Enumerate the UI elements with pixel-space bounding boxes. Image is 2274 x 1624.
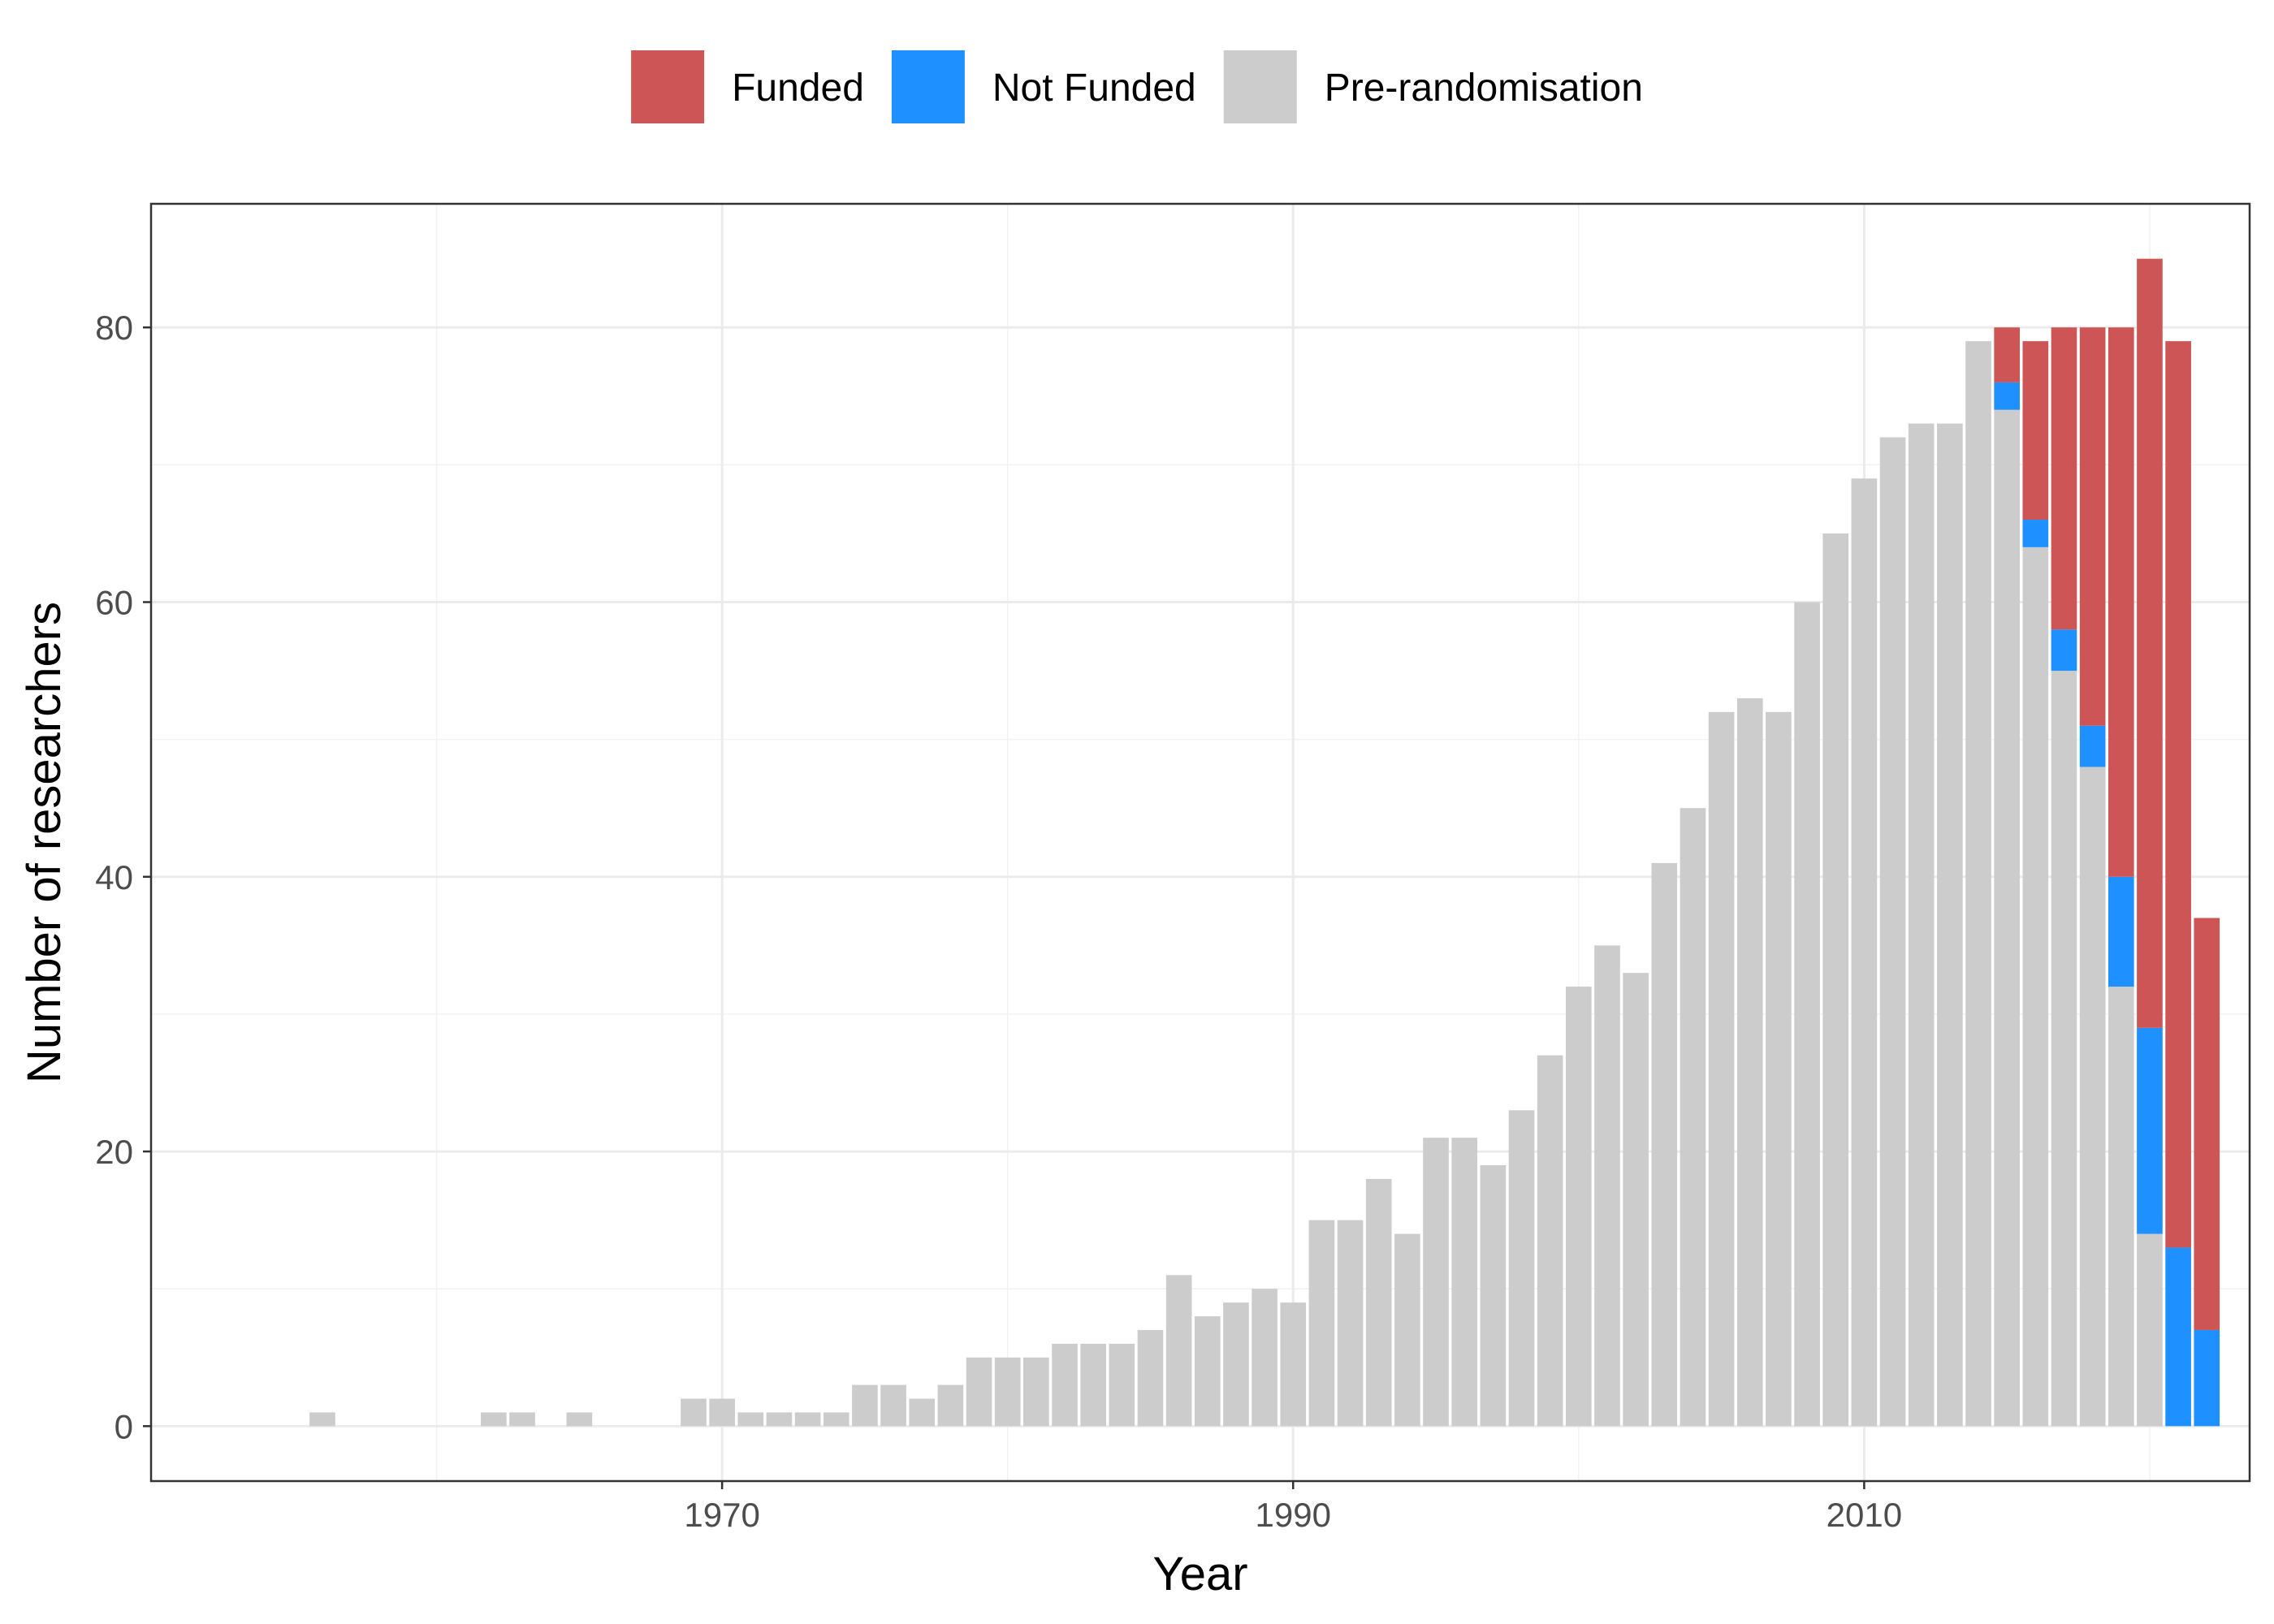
bar-pre-randomisation-1962	[481, 1412, 507, 1427]
bar-pre-randomisation-1989	[1252, 1289, 1278, 1427]
bar-pre-randomisation-1980	[994, 1357, 1021, 1427]
legend-key-pre-randomisation	[1223, 50, 1297, 123]
bar-pre-randomisation-1984	[1109, 1343, 1135, 1427]
y-tick-label: 80	[95, 309, 133, 347]
bar-pre-randomisation-1985	[1137, 1329, 1164, 1427]
bar-pre-randomisation-1992	[1337, 1220, 1364, 1427]
y-axis-title: Number of researchers	[18, 602, 71, 1083]
bar-pre-randomisation-2019	[2108, 987, 2134, 1427]
bar-pre-randomisation-2016	[2022, 546, 2049, 1427]
bar-pre-randomisation-1970	[709, 1398, 735, 1427]
legend-label-funded: Funded	[732, 67, 864, 110]
bar-funded-2019	[2108, 327, 2134, 877]
legend-label-pre-randomisation: Pre-randomisation	[1325, 67, 1643, 110]
bar-pre-randomisation-1995	[1423, 1138, 1449, 1427]
bar-pre-randomisation-1963	[509, 1412, 535, 1427]
bar-pre-randomisation-2005	[1708, 711, 1735, 1427]
x-axis-title: Year	[1152, 1548, 1247, 1600]
bar-pre-randomisation-1994	[1394, 1233, 1420, 1427]
x-tick-label: 1970	[684, 1496, 759, 1534]
bar-not-funded-2018	[2079, 725, 2106, 767]
legend: Funded Not Funded Pre-randomisation	[631, 50, 1643, 123]
bar-pre-randomisation-1971	[737, 1412, 764, 1427]
plot-panel	[151, 204, 2250, 1481]
bar-pre-randomisation-1982	[1052, 1343, 1078, 1427]
bar-not-funded-2019	[2108, 876, 2134, 987]
legend-key-funded	[631, 50, 705, 123]
bar-funded-2020	[2137, 258, 2163, 1028]
bar-pre-randomisation-1965	[566, 1412, 593, 1427]
bar-pre-randomisation-2015	[1994, 409, 2020, 1427]
bar-funded-2022	[2194, 918, 2220, 1330]
bars	[309, 258, 2220, 1427]
bar-pre-randomisation-1998	[1508, 1110, 1535, 1427]
x-tick-label: 1990	[1256, 1496, 1331, 1534]
bar-pre-randomisation-2017	[2051, 671, 2077, 1427]
bar-pre-randomisation-2011	[1879, 437, 1906, 1427]
bar-not-funded-2017	[2051, 629, 2077, 672]
bar-pre-randomisation-2020	[2137, 1233, 2163, 1427]
bar-pre-randomisation-1969	[681, 1398, 707, 1427]
bar-pre-randomisation-1990	[1280, 1302, 1307, 1427]
bar-pre-randomisation-1976	[880, 1384, 906, 1427]
bar-pre-randomisation-2012	[1908, 423, 1935, 1427]
x-tick-label: 2010	[1827, 1496, 1902, 1534]
bar-pre-randomisation-2013	[1937, 423, 1963, 1427]
bar-pre-randomisation-1997	[1480, 1164, 1507, 1427]
bar-pre-randomisation-2009	[1822, 533, 1849, 1427]
bar-pre-randomisation-1987	[1194, 1316, 1221, 1427]
bar-pre-randomisation-1978	[937, 1384, 964, 1427]
bar-pre-randomisation-1973	[794, 1412, 821, 1427]
bar-not-funded-2020	[2137, 1027, 2163, 1234]
bar-pre-randomisation-1993	[1365, 1178, 1392, 1427]
bar-pre-randomisation-2000	[1566, 987, 1592, 1427]
y-tick-label: 20	[95, 1133, 133, 1171]
bar-pre-randomisation-1974	[823, 1412, 850, 1427]
bar-pre-randomisation-1988	[1223, 1302, 1249, 1427]
bar-pre-randomisation-2001	[1594, 945, 1620, 1427]
legend-label-not-funded: Not Funded	[992, 67, 1196, 110]
bar-pre-randomisation-2007	[1766, 711, 1792, 1427]
bar-pre-randomisation-2010	[1851, 478, 1878, 1427]
bar-pre-randomisation-1986	[1165, 1275, 1192, 1427]
bar-pre-randomisation-2014	[1965, 341, 1991, 1427]
bar-pre-randomisation-1956	[309, 1412, 335, 1427]
y-tick-label: 40	[95, 858, 133, 896]
bar-pre-randomisation-1996	[1451, 1138, 1478, 1427]
bar-not-funded-2015	[1994, 382, 2020, 410]
y-tick-label: 60	[95, 584, 133, 622]
bar-pre-randomisation-2002	[1623, 973, 1649, 1427]
bar-funded-2015	[1994, 327, 2020, 382]
bar-pre-randomisation-1972	[766, 1412, 793, 1427]
bar-pre-randomisation-1979	[966, 1357, 992, 1427]
bar-pre-randomisation-2003	[1651, 862, 1678, 1427]
y-tick-label: 0	[115, 1407, 133, 1445]
bar-pre-randomisation-1981	[1023, 1357, 1049, 1427]
bar-not-funded-2021	[2165, 1247, 2191, 1427]
bar-funded-2017	[2051, 327, 2077, 630]
bar-pre-randomisation-2006	[1736, 698, 1763, 1427]
plot-border	[149, 202, 2251, 1483]
bar-pre-randomisation-1975	[852, 1384, 878, 1427]
bar-funded-2016	[2022, 341, 2049, 520]
bar-not-funded-2022	[2194, 1329, 2220, 1427]
bar-not-funded-2016	[2022, 520, 2049, 547]
bar-pre-randomisation-1999	[1537, 1055, 1563, 1427]
bar-funded-2021	[2165, 341, 2191, 1248]
bar-pre-randomisation-2018	[2079, 767, 2106, 1427]
bar-pre-randomisation-2004	[1680, 808, 1706, 1427]
legend-key-not-funded	[891, 50, 965, 123]
bar-pre-randomisation-2008	[1794, 602, 1820, 1427]
axis-ticks: 0 20 40 60 80 1970 1990 2010	[95, 309, 1902, 1534]
bar-pre-randomisation-1977	[909, 1398, 936, 1427]
bar-pre-randomisation-1983	[1080, 1343, 1106, 1427]
bar-funded-2018	[2079, 327, 2106, 726]
bar-pre-randomisation-1991	[1308, 1220, 1335, 1427]
